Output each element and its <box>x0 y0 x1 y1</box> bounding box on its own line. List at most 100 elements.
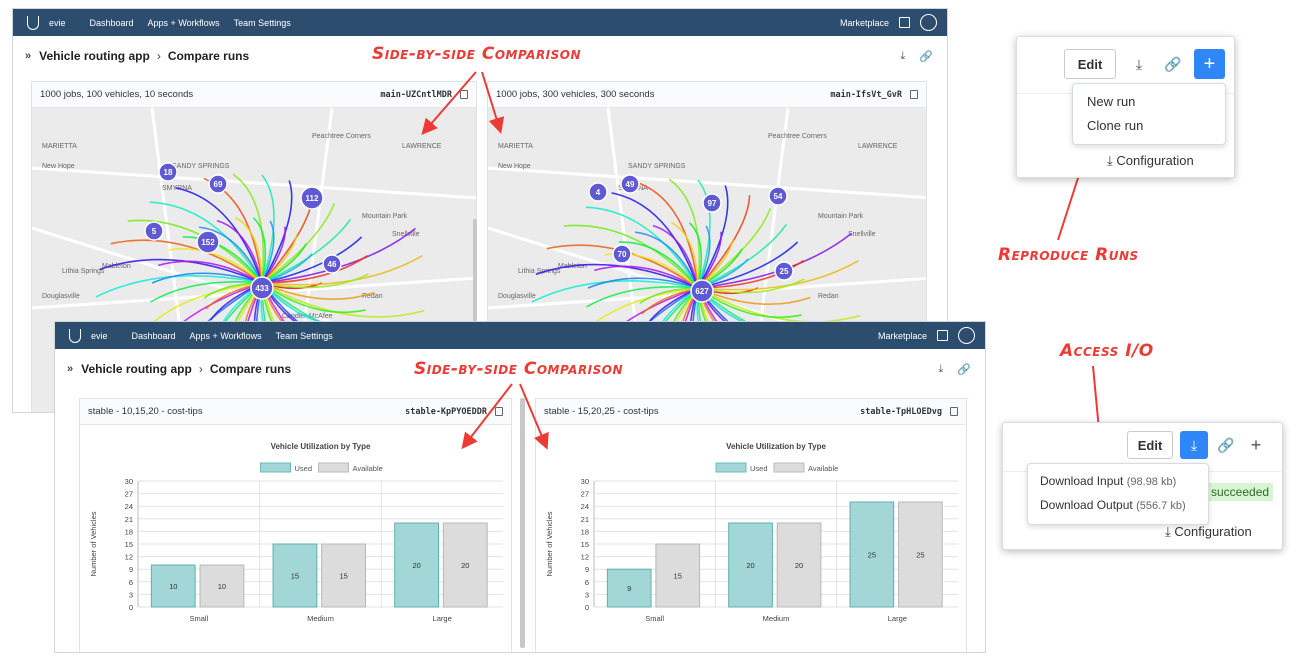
bar-value-label: 15 <box>291 572 299 581</box>
vehicle-route <box>639 182 699 289</box>
nav-marketplace[interactable]: Marketplace <box>839 17 889 28</box>
cluster-count: 70 <box>618 250 627 259</box>
org-switcher[interactable]: evie <box>49 17 66 28</box>
menu-item-new-run[interactable]: New run <box>1087 94 1136 109</box>
plus-icon[interactable]: + <box>1194 49 1225 79</box>
expand-sidebar-icon[interactable]: » <box>67 363 74 375</box>
cluster-count: 5 <box>152 227 157 236</box>
nav-apps-workflows[interactable]: Apps + Workflows <box>189 330 262 341</box>
copy-icon[interactable] <box>910 90 918 99</box>
bar-value-label: 25 <box>868 551 876 560</box>
map-place-label: Redan <box>818 293 839 300</box>
download-icon[interactable]: ⤓ <box>900 49 906 62</box>
scrollbar[interactable] <box>473 219 477 409</box>
map-place-label: Snellville <box>848 231 876 238</box>
bar-value-label: 25 <box>916 551 924 560</box>
menu-item-clone-run[interactable]: Clone run <box>1087 118 1144 133</box>
legend-label: Used <box>750 464 768 473</box>
scrollbar[interactable] <box>520 398 525 648</box>
logo-icon[interactable] <box>27 15 39 30</box>
breadcrumb-separator-icon: › <box>156 49 161 63</box>
map-place-label: New Hope <box>42 163 75 170</box>
vehicle-route <box>151 272 263 284</box>
link-icon[interactable]: 🔗 <box>1164 55 1182 72</box>
logo-icon[interactable] <box>69 328 81 343</box>
vehicle-route <box>261 254 369 284</box>
nav-apps-workflows[interactable]: Apps + Workflows <box>147 17 220 28</box>
bottom-app-window: evie Dashboard Apps + Workflows Team Set… <box>54 321 986 653</box>
y-tick-label: 6 <box>129 578 133 587</box>
map-place-label: Mableton <box>102 263 131 270</box>
link-icon[interactable]: 🔗 <box>1217 436 1235 453</box>
gift-icon[interactable] <box>899 17 910 28</box>
bar-used <box>150 564 196 608</box>
download-menu: Download Input (98.98 kb) Download Outpu… <box>1027 463 1209 525</box>
org-switcher[interactable]: evie <box>91 330 108 341</box>
configuration-label: Configuration <box>1174 524 1252 539</box>
bar-value-label: 20 <box>412 561 420 570</box>
copy-icon[interactable] <box>950 407 958 416</box>
vehicle-route <box>199 226 263 284</box>
y-tick-label: 21 <box>581 515 589 524</box>
configuration-link[interactable]: ⤓ Configuration <box>1107 153 1194 169</box>
avatar-icon[interactable] <box>920 14 937 31</box>
copy-icon[interactable] <box>495 407 503 416</box>
vehicle-route <box>252 217 267 284</box>
nav-dashboard[interactable]: Dashboard <box>89 17 134 28</box>
utilization-chart: Vehicle Utilization by Type Used Available… <box>545 442 958 623</box>
x-tick-label: Large <box>433 614 452 623</box>
vehicle-route <box>697 185 729 289</box>
legend-label: Used <box>295 464 313 473</box>
nav-dashboard[interactable]: Dashboard <box>131 330 176 341</box>
legend-label: Available <box>353 464 383 473</box>
copy-icon[interactable] <box>460 90 468 99</box>
cluster-marker <box>158 162 178 182</box>
legend-swatch <box>773 462 805 473</box>
cluster-marker <box>300 186 324 210</box>
cluster-marker <box>588 182 608 202</box>
cluster-marker <box>768 186 788 206</box>
download-icon[interactable]: ⤓ <box>1180 431 1208 459</box>
cluster-count: 69 <box>214 180 223 189</box>
file-size: (556.7 kb) <box>1136 500 1186 512</box>
chart-title: Vehicle Utilization by Type <box>726 442 826 451</box>
cluster-marker <box>144 221 164 241</box>
configuration-label: Configuration <box>1116 153 1194 168</box>
bar-used <box>606 568 652 608</box>
menu-item-download-input[interactable]: Download Input (98.98 kb) <box>1040 474 1176 488</box>
bar-used <box>849 501 895 608</box>
vehicle-route <box>168 247 263 284</box>
nav-team-settings[interactable]: Team Settings <box>275 330 333 341</box>
cluster-count: 46 <box>328 260 337 269</box>
plus-icon[interactable]: + <box>1250 434 1262 455</box>
link-icon[interactable]: 🔗 <box>957 363 971 376</box>
y-tick-label: 30 <box>581 477 589 486</box>
cluster-marker <box>774 261 794 281</box>
link-icon[interactable]: 🔗 <box>919 50 933 63</box>
breadcrumb-page: Compare runs <box>167 49 250 63</box>
edit-button[interactable]: Edit <box>1064 49 1116 79</box>
expand-sidebar-icon[interactable]: » <box>25 50 32 62</box>
map-place-label: Mountain Park <box>818 213 864 220</box>
bar-value-label: 9 <box>627 584 631 593</box>
cluster-count: 4 <box>596 188 601 197</box>
download-icon[interactable]: ⤓ <box>938 362 944 375</box>
breadcrumb-app[interactable]: Vehicle routing app <box>81 362 192 376</box>
nav-marketplace[interactable]: Marketplace <box>877 330 927 341</box>
download-icon: ⤓ <box>1107 153 1117 168</box>
map-place-label: MARIETTA <box>42 143 77 150</box>
nav-team-settings[interactable]: Team Settings <box>233 17 291 28</box>
vehicle-route <box>668 178 701 289</box>
avatar-icon[interactable] <box>958 327 975 344</box>
download-icon[interactable]: ⤓ <box>1135 55 1143 72</box>
configuration-link[interactable]: ⤓ Configuration <box>1165 524 1252 540</box>
bar-used <box>728 522 773 608</box>
edit-button[interactable]: Edit <box>1127 431 1173 459</box>
gift-icon[interactable] <box>937 330 948 341</box>
cluster-marker <box>196 230 220 254</box>
map-place-label: LAWRENCE <box>402 143 442 150</box>
menu-item-download-output[interactable]: Download Output (556.7 kb) <box>1040 498 1186 512</box>
breadcrumb-app[interactable]: Vehicle routing app <box>39 49 150 63</box>
y-tick-label: 0 <box>585 603 589 612</box>
vehicle-route <box>611 192 699 289</box>
